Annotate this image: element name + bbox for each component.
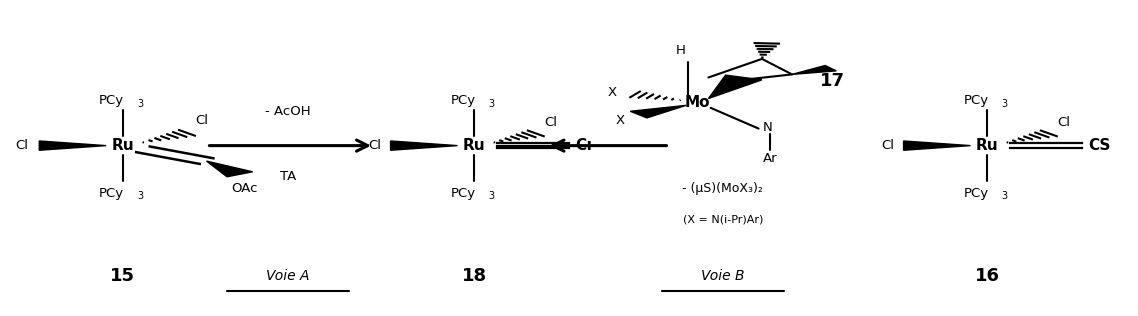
Text: 18: 18 — [462, 267, 487, 285]
Polygon shape — [630, 105, 686, 118]
Text: PCy: PCy — [99, 187, 124, 200]
Text: Ar: Ar — [762, 152, 777, 165]
Text: PCy: PCy — [451, 187, 476, 200]
Text: 3: 3 — [488, 99, 495, 109]
Polygon shape — [39, 141, 106, 150]
Text: Voie B: Voie B — [701, 269, 744, 283]
Text: Cl: Cl — [196, 114, 208, 127]
Text: OAc: OAc — [231, 182, 257, 195]
Text: Cl: Cl — [882, 139, 894, 152]
Text: 3: 3 — [1001, 99, 1008, 109]
Text: Ru: Ru — [976, 138, 998, 153]
Text: H: H — [676, 44, 685, 58]
Polygon shape — [390, 141, 457, 150]
Text: C:: C: — [576, 138, 593, 153]
Text: PCy: PCy — [964, 94, 989, 107]
Text: Cl: Cl — [369, 139, 381, 152]
Text: N: N — [764, 121, 773, 134]
Text: - AcOH: - AcOH — [265, 105, 311, 118]
Text: Ru: Ru — [112, 138, 134, 153]
Polygon shape — [904, 141, 971, 150]
Polygon shape — [206, 161, 253, 177]
Text: Cl: Cl — [1057, 116, 1071, 129]
Text: CS: CS — [1089, 138, 1111, 153]
Text: Cl: Cl — [15, 139, 28, 152]
Text: 3: 3 — [488, 191, 495, 201]
Text: 17: 17 — [819, 72, 844, 89]
Text: X: X — [616, 114, 625, 127]
Text: Mo: Mo — [684, 95, 710, 110]
Text: 16: 16 — [975, 267, 999, 285]
Text: 3: 3 — [1001, 191, 1008, 201]
Text: PCy: PCy — [99, 94, 124, 107]
Text: Ru: Ru — [463, 138, 486, 153]
Text: PCy: PCy — [451, 94, 476, 107]
Polygon shape — [708, 75, 762, 99]
Text: X: X — [608, 87, 617, 100]
Text: 3: 3 — [138, 191, 143, 201]
Text: 3: 3 — [138, 99, 143, 109]
Text: PCy: PCy — [964, 187, 989, 200]
Text: Voie A: Voie A — [266, 269, 310, 283]
Text: (X = N(i-Pr)Ar): (X = N(i-Pr)Ar) — [683, 215, 764, 225]
Polygon shape — [792, 65, 836, 74]
Text: TA: TA — [280, 170, 296, 183]
Text: - (μS)(MoX₃)₂: - (μS)(MoX₃)₂ — [683, 182, 764, 196]
Text: 15: 15 — [110, 267, 135, 285]
Text: Cl: Cl — [544, 116, 558, 129]
